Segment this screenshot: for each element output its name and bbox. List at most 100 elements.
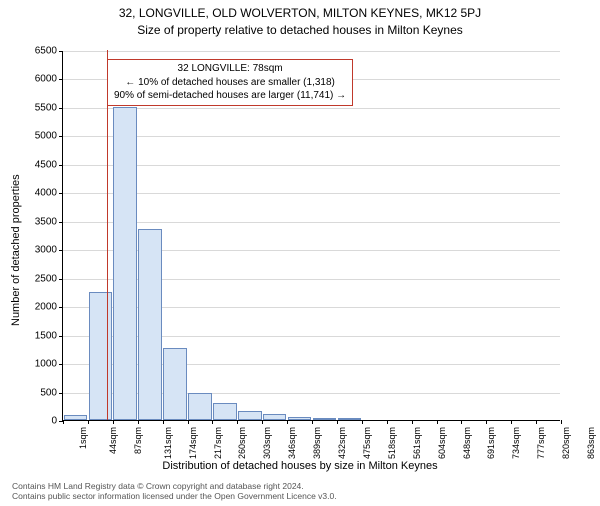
x-tick-mark [237, 420, 238, 424]
y-tick-mark [59, 165, 63, 166]
y-tick-mark [59, 193, 63, 194]
x-tick-mark [63, 420, 64, 424]
x-tick-label: 734sqm [511, 427, 521, 459]
y-tick-mark [59, 136, 63, 137]
y-tick-label: 2000 [35, 302, 57, 313]
annotation-line2: ← 10% of detached houses are smaller (1,… [114, 76, 346, 90]
x-tick-mark [212, 420, 213, 424]
y-tick-mark [59, 222, 63, 223]
x-tick-label: 561sqm [412, 427, 422, 459]
x-tick-label: 648sqm [462, 427, 472, 459]
credits-line2: Contains public sector information licen… [12, 491, 337, 502]
x-tick-mark [312, 420, 313, 424]
x-tick-mark [412, 420, 413, 424]
y-tick-label: 1500 [35, 330, 57, 341]
histogram-bar [213, 403, 237, 420]
y-tick-label: 5000 [35, 131, 57, 142]
x-tick-label: 1sqm [78, 427, 88, 449]
y-tick-mark [59, 393, 63, 394]
x-tick-label: 217sqm [213, 427, 223, 459]
x-tick-mark [437, 420, 438, 424]
y-tick-label: 0 [51, 416, 57, 427]
histogram-bar [238, 411, 262, 420]
y-tick-mark [59, 79, 63, 80]
y-axis-label: Number of detached properties [10, 174, 22, 326]
x-tick-label: 691sqm [486, 427, 496, 459]
x-tick-mark [337, 420, 338, 424]
y-tick-label: 4000 [35, 188, 57, 199]
x-tick-mark [113, 420, 114, 424]
y-tick-mark [59, 108, 63, 109]
y-tick-label: 6500 [35, 46, 57, 57]
y-gridline [63, 222, 560, 223]
x-tick-mark [188, 420, 189, 424]
x-tick-mark [486, 420, 487, 424]
x-tick-label: 260sqm [237, 427, 247, 459]
y-gridline [63, 193, 560, 194]
histogram-bar [338, 418, 362, 420]
x-tick-label: 475sqm [362, 427, 372, 459]
chart-area: 0500100015002000250030003500400045005000… [62, 51, 560, 421]
histogram-bar [263, 414, 287, 420]
x-tick-mark [262, 420, 263, 424]
histogram-bar [113, 107, 137, 420]
x-tick-label: 44sqm [108, 427, 118, 454]
histogram-bar [138, 229, 162, 420]
x-tick-label: 777sqm [536, 427, 546, 459]
histogram-bar [163, 348, 187, 420]
y-gridline [63, 165, 560, 166]
y-tick-label: 6000 [35, 74, 57, 85]
y-tick-mark [59, 364, 63, 365]
histogram-bar [313, 418, 337, 420]
y-tick-label: 500 [40, 387, 57, 398]
y-tick-mark [59, 51, 63, 52]
x-tick-label: 820sqm [561, 427, 571, 459]
y-tick-label: 1000 [35, 359, 57, 370]
credits-line1: Contains HM Land Registry data © Crown c… [12, 481, 337, 492]
x-tick-label: 174sqm [188, 427, 198, 459]
x-tick-mark [138, 420, 139, 424]
y-gridline [63, 136, 560, 137]
x-tick-mark [88, 420, 89, 424]
histogram-bar [64, 415, 88, 420]
x-tick-label: 303sqm [262, 427, 272, 459]
annotation-line1: 32 LONGVILLE: 78sqm [114, 62, 346, 76]
chart-title: 32, LONGVILLE, OLD WOLVERTON, MILTON KEY… [0, 6, 600, 20]
y-tick-label: 3500 [35, 216, 57, 227]
y-tick-mark [59, 336, 63, 337]
x-tick-mark [287, 420, 288, 424]
x-tick-label: 346sqm [287, 427, 297, 459]
y-tick-label: 2500 [35, 273, 57, 284]
x-tick-label: 518sqm [387, 427, 397, 459]
x-tick-mark [461, 420, 462, 424]
y-tick-mark [59, 279, 63, 280]
y-gridline [63, 108, 560, 109]
x-tick-mark [387, 420, 388, 424]
x-tick-label: 432sqm [337, 427, 347, 459]
chart-subtitle: Size of property relative to detached ho… [0, 23, 600, 37]
plot-area: 0500100015002000250030003500400045005000… [62, 51, 560, 421]
y-tick-mark [59, 250, 63, 251]
x-tick-label: 87sqm [133, 427, 143, 454]
histogram-bar [288, 417, 312, 420]
x-tick-label: 604sqm [437, 427, 447, 459]
property-marker-line [107, 50, 108, 420]
x-tick-mark [163, 420, 164, 424]
x-tick-mark [561, 420, 562, 424]
y-tick-label: 5500 [35, 102, 57, 113]
y-gridline [63, 51, 560, 52]
y-tick-label: 3000 [35, 245, 57, 256]
y-tick-label: 4500 [35, 159, 57, 170]
x-tick-label: 863sqm [586, 427, 596, 459]
x-tick-mark [511, 420, 512, 424]
credits: Contains HM Land Registry data © Crown c… [12, 481, 337, 502]
x-tick-mark [536, 420, 537, 424]
annotation-line3: 90% of semi-detached houses are larger (… [114, 89, 346, 103]
histogram-bar [89, 292, 113, 420]
x-tick-label: 389sqm [312, 427, 322, 459]
y-tick-mark [59, 307, 63, 308]
annotation-box: 32 LONGVILLE: 78sqm← 10% of detached hou… [107, 59, 353, 106]
histogram-bar [188, 393, 212, 420]
x-tick-mark [362, 420, 363, 424]
x-tick-label: 131sqm [163, 427, 173, 459]
